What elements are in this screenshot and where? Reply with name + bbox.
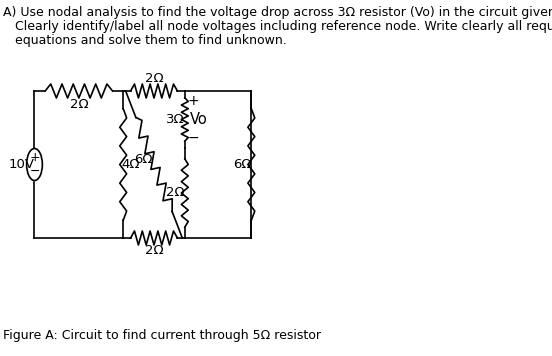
Text: Figure A: Circuit to find current through 5Ω resistor: Figure A: Circuit to find current throug… [3,329,321,342]
Text: Clearly identify/label all node voltages including reference node. Write clearly: Clearly identify/label all node voltages… [3,20,552,33]
Text: Vo: Vo [190,112,208,127]
Text: 2Ω: 2Ω [145,72,163,84]
Text: +: + [188,94,199,108]
Text: A) Use nodal analysis to find the voltage drop across 3Ω resistor (Vo) in the ci: A) Use nodal analysis to find the voltag… [3,6,552,19]
Text: 2Ω: 2Ω [70,98,88,110]
Text: 3Ω: 3Ω [166,113,184,126]
Text: −: − [29,165,40,178]
Text: 6Ω: 6Ω [233,158,252,171]
Text: 4Ω: 4Ω [122,158,140,171]
Text: 2Ω: 2Ω [166,187,184,199]
Text: 10V: 10V [9,158,35,171]
Text: +: + [29,151,40,164]
Text: 6Ω: 6Ω [134,153,152,166]
Text: −: − [188,131,199,145]
Text: 2Ω: 2Ω [145,245,163,257]
Text: equations and solve them to find unknown.: equations and solve them to find unknown… [3,34,286,47]
